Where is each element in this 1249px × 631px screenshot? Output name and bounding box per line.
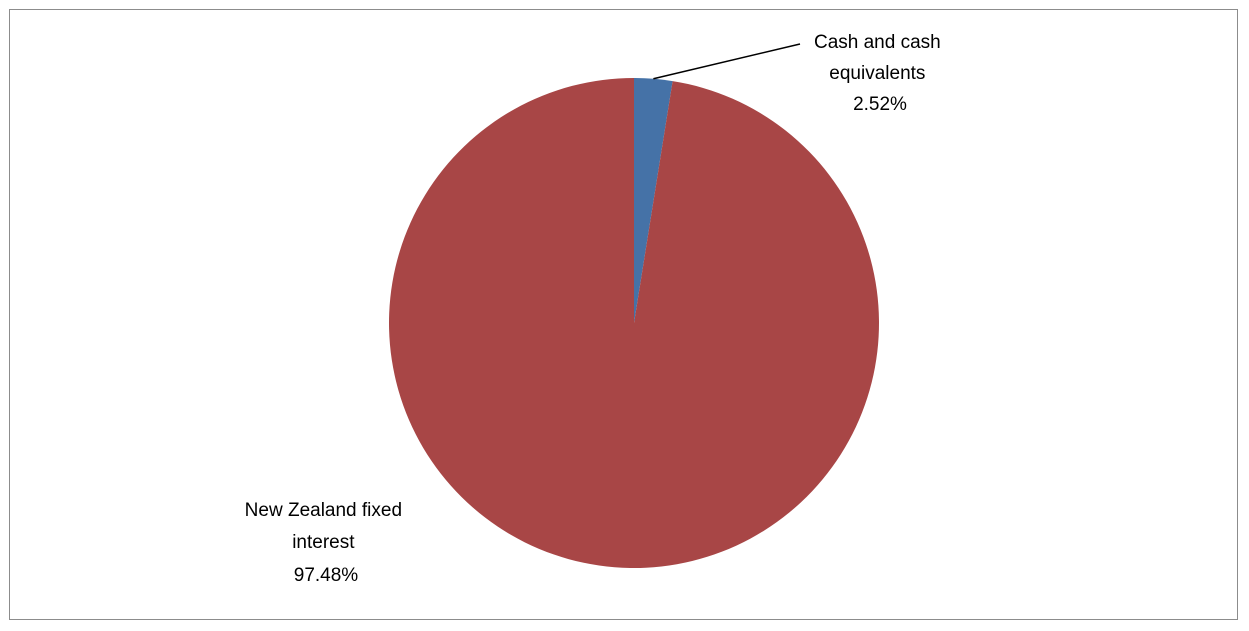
- pie-slices: [388, 78, 879, 568]
- data-label-cash-line-1: Cash and cash: [814, 32, 941, 53]
- data-label-nz-line-2: interest: [292, 532, 355, 553]
- data-label-cash: Cash and cash equivalents 2.52%: [814, 32, 946, 115]
- data-label-nz-percent: 97.48%: [294, 565, 359, 586]
- data-label-cash-percent: 2.52%: [853, 94, 907, 115]
- data-label-cash-line-2: equivalents: [829, 63, 925, 84]
- pie-slice-cash: [634, 78, 673, 323]
- pie-slice-nz-fixed-interest: [388, 78, 879, 568]
- leader-line-cash: [653, 43, 801, 80]
- data-label-nz-fixed-interest: New Zealand fixed interest 97.48%: [245, 500, 408, 586]
- data-label-nz-line-1: New Zealand fixed: [245, 500, 402, 521]
